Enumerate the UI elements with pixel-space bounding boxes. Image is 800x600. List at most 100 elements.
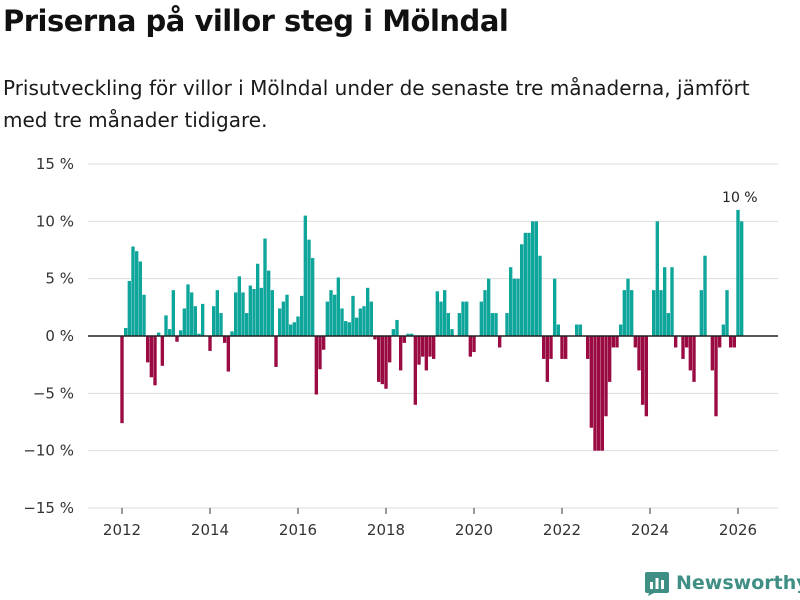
bar-negative	[160, 336, 165, 366]
bar-positive	[519, 244, 524, 336]
bar-negative	[413, 336, 418, 405]
bar-positive	[395, 319, 399, 336]
bar-positive	[186, 284, 190, 336]
bar-positive	[666, 313, 671, 336]
y-tick-label: 5 %	[45, 270, 74, 288]
bar-positive	[325, 301, 330, 336]
bar-negative	[593, 336, 597, 451]
bar-positive	[336, 277, 341, 336]
y-tick-label: 15 %	[36, 155, 74, 173]
bar-positive	[343, 321, 348, 336]
bar-negative	[321, 336, 326, 350]
bar-positive	[365, 287, 370, 336]
bar-positive	[200, 303, 205, 336]
bar-positive	[651, 290, 656, 336]
bar-positive	[512, 278, 517, 336]
bar-negative	[717, 336, 722, 348]
bar-negative	[384, 336, 388, 389]
bar-negative	[611, 336, 616, 348]
x-tick-label: 2016	[279, 521, 317, 539]
bar-positive	[457, 313, 462, 336]
bar-positive	[534, 221, 539, 336]
bar-negative	[600, 336, 605, 451]
bar-positive	[329, 290, 333, 336]
x-tick-label: 2026	[719, 521, 757, 539]
bar-negative	[274, 336, 278, 367]
bar-negative	[681, 336, 685, 359]
bar-positive	[490, 313, 495, 336]
bar-positive	[446, 313, 451, 336]
bar-positive	[237, 276, 242, 336]
bar-positive	[211, 306, 216, 336]
bar-positive	[138, 261, 143, 336]
bar-positive	[442, 290, 447, 336]
bar-positive	[574, 324, 579, 336]
bar-negative	[560, 336, 564, 359]
chart-title: Priserna på villor steg i Mölndal	[3, 4, 509, 38]
bar-positive	[142, 294, 146, 336]
bar-positive	[483, 290, 487, 336]
bar-positive	[670, 267, 674, 336]
bar-negative	[549, 336, 553, 359]
bar-negative	[615, 336, 619, 348]
bar-negative	[468, 336, 473, 357]
bar-positive	[461, 301, 465, 336]
bar-negative	[373, 336, 377, 340]
bar-positive	[464, 301, 469, 336]
bar-positive	[255, 263, 260, 336]
bar-positive	[662, 267, 667, 336]
bar-positive	[248, 285, 253, 336]
bar-positive	[259, 287, 264, 336]
y-tick-label: 0 %	[45, 327, 74, 345]
bar-negative	[692, 336, 696, 382]
bar-positive	[354, 317, 359, 336]
bar-positive	[725, 290, 729, 336]
y-tick-label: 10 %	[36, 212, 74, 230]
bar-negative	[589, 336, 594, 428]
bar-positive	[252, 288, 256, 336]
bar-positive	[292, 322, 297, 336]
bar-negative	[541, 336, 546, 359]
bar-positive	[358, 308, 363, 336]
bar-negative	[153, 336, 157, 386]
bar-negative	[637, 336, 641, 371]
bar-negative	[222, 336, 227, 343]
bar-positive	[552, 278, 557, 336]
bar-positive	[406, 333, 410, 336]
bar-positive	[164, 315, 168, 336]
bar-negative	[420, 336, 425, 357]
bar-negative	[633, 336, 638, 348]
y-tick-label: −5 %	[33, 384, 74, 402]
bar-positive	[178, 330, 183, 336]
x-tick-label: 2020	[455, 521, 493, 539]
bar-negative	[387, 336, 392, 363]
bar-negative	[710, 336, 715, 371]
bar-negative	[149, 336, 154, 378]
bar-positive	[123, 327, 128, 336]
bar-positive	[516, 278, 520, 336]
bar-negative	[472, 336, 476, 353]
bar-negative	[208, 336, 212, 351]
bar-positive	[505, 313, 509, 336]
x-tick-label: 2014	[191, 521, 229, 539]
bar-positive	[134, 251, 139, 336]
bar-negative	[120, 336, 124, 424]
bar-negative	[673, 336, 678, 348]
bar-positive	[288, 324, 293, 336]
gridlines	[88, 163, 778, 509]
bar-positive	[281, 301, 286, 336]
bar-positive	[197, 333, 201, 336]
bar-positive	[230, 331, 234, 336]
bar-positive	[296, 316, 300, 336]
bar-negative	[604, 336, 608, 417]
newsworthy-logo-icon	[645, 572, 669, 596]
bar-positive	[219, 313, 223, 336]
bar-positive	[266, 270, 271, 336]
bar-positive	[351, 295, 355, 336]
bar-positive	[263, 238, 267, 336]
bar-negative	[398, 336, 403, 371]
bar-positive	[523, 232, 528, 336]
bar-positive	[241, 292, 245, 336]
bar-negative	[175, 336, 179, 342]
